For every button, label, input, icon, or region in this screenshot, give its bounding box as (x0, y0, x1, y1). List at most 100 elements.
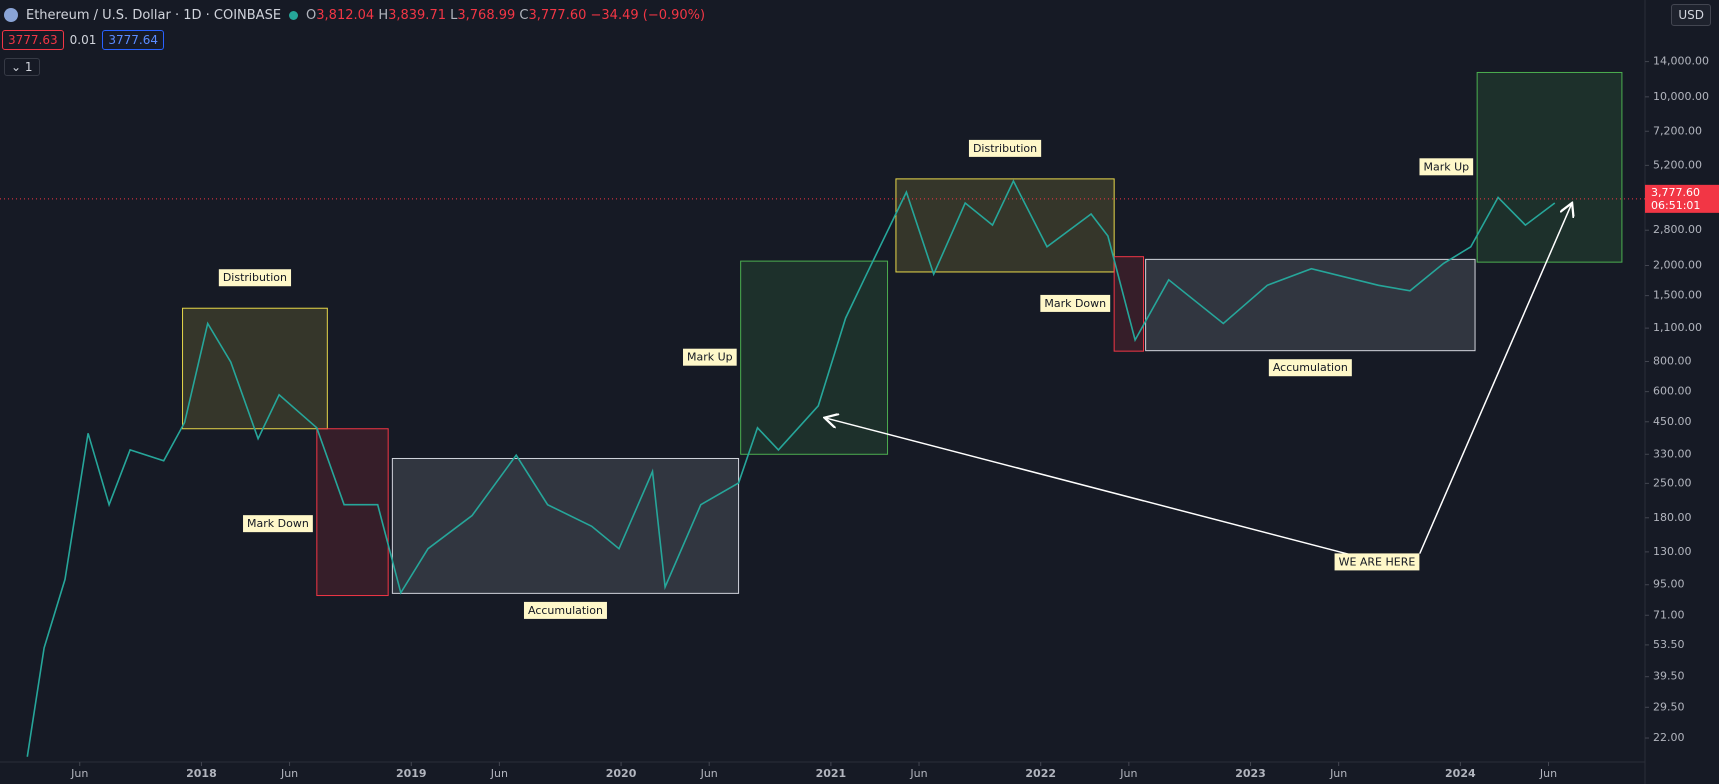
arrow (1419, 203, 1572, 554)
x-tick-label: Jun (1119, 767, 1137, 780)
x-tick-label: 2024 (1445, 767, 1476, 780)
y-tick-label: 1,500.00 (1653, 289, 1702, 302)
y-tick-label: 10,000.00 (1653, 90, 1709, 103)
zone-label: WE ARE HERE (1334, 553, 1420, 571)
x-tick-label: 2020 (606, 767, 637, 780)
y-tick-label: 2,800.00 (1653, 223, 1702, 236)
last-price-label: 3,777.60 (1651, 186, 1700, 199)
market-status (289, 10, 299, 20)
zone-label-bg (1419, 158, 1474, 176)
zone-label: Accumulation (523, 601, 607, 619)
zone-label: Mark Up (683, 348, 737, 366)
zone-label: Mark Up (1419, 158, 1474, 176)
y-tick-label: 29.50 (1653, 700, 1685, 713)
zone-box (895, 178, 1115, 273)
y-tick-label: 1,100.00 (1653, 321, 1702, 334)
buy-button[interactable]: 3777.64 (102, 30, 164, 50)
zone-label-bg (1334, 553, 1420, 571)
spread: 0.01 (69, 33, 97, 47)
x-tick-label: Jun (490, 767, 508, 780)
last-price-marker (1645, 184, 1719, 213)
zone-box (1145, 258, 1476, 352)
zone-label-text: Mark Down (247, 517, 309, 530)
symbol-header: Ethereum / U.S. Dollar · 1D · COINBASE O… (4, 4, 705, 26)
zone-label-text: Mark Down (1044, 297, 1106, 310)
zone-label-text: Mark Up (1423, 160, 1469, 173)
zone-label-bg (523, 601, 607, 619)
y-tick-label: 14,000.00 (1653, 55, 1709, 68)
high-value: 3,839.71 (388, 7, 446, 23)
countdown: 06:51:01 (1651, 199, 1700, 212)
zone-label-bg (1268, 359, 1352, 377)
zone-box (1113, 256, 1145, 352)
x-tick-label: 2021 (816, 767, 847, 780)
zone-label-text: Accumulation (1273, 361, 1348, 374)
zone-box (391, 457, 740, 594)
x-tick-label: Jun (1539, 767, 1557, 780)
symbol-title[interactable]: Ethereum / U.S. Dollar · 1D · COINBASE (26, 7, 282, 23)
low-value: 3,768.99 (457, 7, 516, 23)
zone-label-bg (1040, 294, 1111, 312)
zone-label-bg (218, 269, 292, 287)
indicator-count: 1 (24, 60, 33, 74)
sell-button[interactable]: 3777.63 (2, 30, 64, 50)
y-tick-label: 180.00 (1653, 511, 1692, 524)
zone-label-bg (683, 348, 737, 366)
open-value: 3,812.04 (316, 7, 375, 23)
zone-label: Distribution (218, 269, 292, 287)
y-tick-label: 2,000.00 (1653, 258, 1702, 271)
change: −34.49 (−0.90%) (590, 7, 706, 23)
trade-panel: 3777.63 0.01 3777.64 (2, 30, 164, 50)
x-tick-label: 2022 (1025, 767, 1056, 780)
tradingview-logo (8, 727, 19, 746)
x-tick-label: 2018 (186, 767, 217, 780)
zone-label: Mark Down (243, 515, 313, 533)
y-tick-label: 250.00 (1653, 476, 1692, 489)
price-line (26, 179, 1556, 757)
price-axis (1645, 0, 1719, 784)
ohlc: O3,812.04 H3,839.71 L3,768.99 C3,777.60 … (306, 8, 705, 23)
zone-label: Mark Down (1040, 294, 1111, 312)
currency-button[interactable]: USD (1671, 4, 1711, 26)
zone-label: Accumulation (1268, 359, 1352, 377)
y-tick-label: 800.00 (1653, 354, 1692, 367)
x-tick-label: 2023 (1235, 767, 1266, 780)
zone-label-text: WE ARE HERE (1339, 555, 1416, 568)
indicators-toggle[interactable]: ⌄ 1 (4, 58, 40, 76)
close-value: 3,777.60 (528, 7, 587, 23)
y-tick-label: 39.50 (1653, 670, 1685, 683)
low-key: L (450, 7, 458, 23)
x-tick-label: Jun (700, 767, 718, 780)
y-tick-label: 600.00 (1653, 385, 1692, 398)
y-tick-label: 53.50 (1653, 638, 1685, 651)
x-tick-label: Jun (280, 767, 298, 780)
y-tick-label: 22.00 (1653, 731, 1685, 744)
zone-label: Distribution (968, 139, 1042, 157)
y-tick-label: 95.00 (1653, 578, 1685, 591)
zone-box (182, 307, 328, 430)
arrow (824, 418, 1377, 563)
y-tick-label: 5,200.00 (1653, 158, 1702, 171)
zone-label-bg (968, 139, 1042, 157)
zone-box (316, 428, 389, 597)
y-tick-label: 450.00 (1653, 415, 1692, 428)
close-key: C (519, 7, 529, 23)
y-tick-label: 330.00 (1653, 447, 1692, 460)
x-tick-label: Jun (909, 767, 927, 780)
symbol-logo (4, 8, 18, 22)
x-tick-label: Jun (70, 767, 88, 780)
x-tick-label: Jun (1329, 767, 1347, 780)
y-tick-label: 130.00 (1653, 545, 1692, 558)
zone-label-text: Distribution (223, 271, 287, 284)
y-tick-label: 7,200.00 (1653, 124, 1702, 137)
zone-box (1476, 71, 1623, 263)
zone-label-bg (243, 515, 313, 533)
zone-box (740, 260, 889, 455)
zone-label-text: Distribution (973, 142, 1037, 155)
open-key: O (306, 7, 317, 23)
high-key: H (378, 7, 389, 23)
zone-label-text: Mark Up (687, 351, 733, 364)
zone-label-text: Accumulation (528, 604, 603, 617)
